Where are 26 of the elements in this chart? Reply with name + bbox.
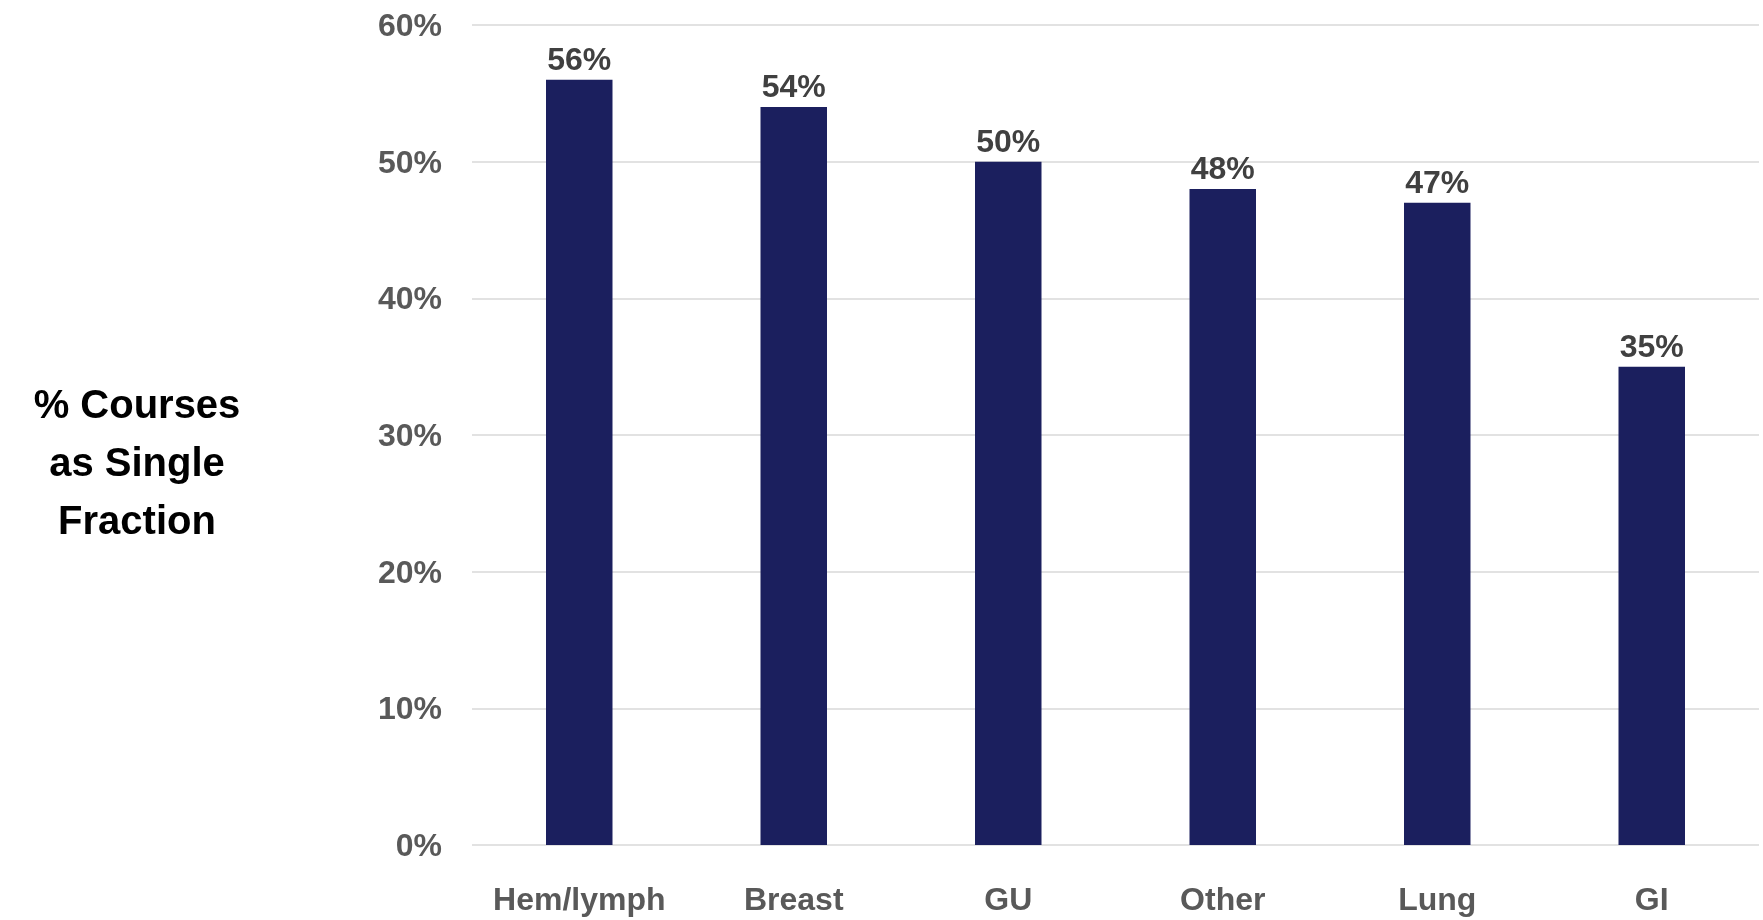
x-tick-label: GI	[1634, 881, 1669, 917]
y-tick-label: 10%	[377, 690, 442, 727]
data-label: 54%	[761, 68, 826, 104]
bar	[1189, 189, 1256, 845]
data-label: 48%	[1190, 150, 1255, 186]
bar	[975, 161, 1042, 845]
x-tick-label: GU	[984, 881, 1033, 917]
x-tick-label: Hem/lymph	[493, 881, 666, 917]
y-tick-label: 20%	[377, 553, 442, 590]
y-tick-label: 40%	[377, 280, 442, 317]
data-label: 47%	[1405, 163, 1470, 200]
data-label: 35%	[1619, 327, 1684, 364]
x-tick-label: Breast	[743, 881, 844, 917]
x-tick-label: Other	[1180, 881, 1266, 917]
bar	[760, 107, 827, 845]
y-tick-label: 60%	[377, 7, 442, 43]
y-axis-title: % Courses as Single Fraction	[33, 382, 241, 542]
bar	[1618, 366, 1685, 845]
data-label: 56%	[547, 40, 612, 77]
y-tick-label: 30%	[377, 417, 442, 453]
data-label: 50%	[976, 122, 1041, 159]
y-tick-label: 0%	[395, 827, 442, 863]
bar	[546, 79, 613, 845]
y-tick-label: 50%	[377, 143, 442, 180]
bar	[1404, 202, 1471, 845]
x-tick-label: Lung	[1398, 881, 1477, 917]
